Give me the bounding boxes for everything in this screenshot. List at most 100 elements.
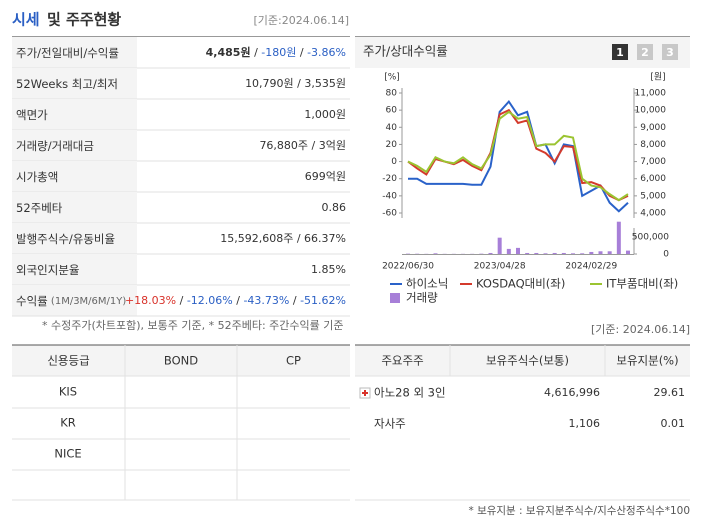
- value-part: /: [289, 294, 300, 307]
- value-part: 1.85%: [311, 263, 346, 276]
- value-part: +18.03%: [125, 294, 176, 307]
- y-tick-label: 500,000: [632, 233, 669, 243]
- series-line: [407, 110, 629, 202]
- expand-icon[interactable]: [359, 387, 371, 399]
- row-label-bg: [12, 254, 137, 285]
- row-label-bg: [12, 223, 137, 254]
- label-text: 52Weeks 최고/최저: [16, 77, 118, 91]
- value-part: /: [308, 139, 319, 152]
- volume-bar: [543, 253, 548, 254]
- legend-label: 하이소닉: [406, 277, 448, 291]
- row-label: 수익률 (1M/3M/6M/1Y): [16, 294, 126, 308]
- volume-bar: [616, 221, 621, 254]
- value-part: 0.86: [322, 201, 347, 214]
- row-value: 4,485원 / -180원 / -3.86%: [206, 45, 346, 59]
- volume-bar: [433, 253, 438, 254]
- value-part: -180원: [261, 46, 296, 59]
- base-date: [기준:2024.06.14]: [253, 14, 349, 27]
- value-part: 1,000원: [304, 108, 346, 121]
- row-label-bg: [12, 285, 137, 316]
- chart-tab[interactable]: 1: [612, 44, 628, 60]
- volume-bar: [561, 252, 566, 254]
- holder-shares: 4,616,996: [544, 386, 600, 399]
- y-tick-label: 8,000: [640, 140, 666, 150]
- title-rest: 및 주주현황: [47, 11, 121, 29]
- y-tick-label: 9,000: [640, 123, 666, 133]
- x-tick-label: 2024/02/29: [565, 262, 617, 272]
- label-text: 액면가: [16, 108, 48, 122]
- row-label-bg: [12, 192, 137, 223]
- row-label: 발행주식수/유동비율: [16, 232, 115, 246]
- title-main: 시세: [12, 11, 40, 29]
- credit-agency: KIS: [59, 385, 77, 399]
- panel-date: [기준: 2024.06.14]: [591, 323, 690, 336]
- volume-bar: [525, 252, 530, 254]
- value-part: 76,880주: [259, 139, 308, 152]
- y-tick-label: 6,000: [640, 174, 666, 184]
- label-note: (1M/3M/6M/1Y): [48, 296, 127, 307]
- row-label: 액면가: [16, 108, 48, 122]
- row-value: 15,592,608주 / 66.37%: [220, 232, 346, 245]
- row-value: 1,000원: [304, 108, 346, 121]
- value-part: 15,592,608주: [220, 232, 293, 245]
- table-header: 보유지분(%): [616, 354, 678, 368]
- volume-bar: [516, 247, 520, 254]
- row-label-bg: [12, 99, 137, 130]
- label-text: 외국인지분율: [16, 263, 79, 277]
- row-value: 76,880주 / 3억원: [259, 139, 346, 152]
- y-tick-label: 7,000: [640, 157, 666, 167]
- row-label: 주가/전일대비/수익률: [16, 46, 119, 60]
- row-value: 0.86: [322, 201, 347, 214]
- value-part: /: [296, 46, 307, 59]
- row-value: 10,790원 / 3,535원: [245, 77, 346, 90]
- table-header-bg: [12, 345, 350, 376]
- chart-tab[interactable]: 2: [637, 44, 653, 60]
- x-tick-label: 2022/06/30: [382, 262, 434, 272]
- tab-box: [612, 44, 628, 60]
- value-part: -12.06%: [187, 294, 233, 307]
- value-part: -43.73%: [243, 294, 289, 307]
- holder-ratio: 0.01: [661, 417, 686, 430]
- volume-bar: [534, 252, 539, 254]
- row-label-bg: [12, 68, 137, 99]
- value-part: 66.37%: [304, 232, 346, 245]
- holder-shares: 1,106: [569, 417, 601, 430]
- table-header: 신용등급: [47, 354, 89, 368]
- row-label-bg: [12, 37, 137, 68]
- label-text: 거래량/거래대금: [16, 139, 94, 153]
- y-tick-label: 60: [386, 106, 398, 116]
- value-part: 699억원: [305, 170, 346, 183]
- chart-tab[interactable]: 3: [662, 44, 678, 60]
- row-value: 1.85%: [311, 263, 346, 276]
- y-tick-label: 5,000: [640, 191, 666, 201]
- volume-bar: [506, 248, 511, 254]
- label-text: 시가총액: [16, 170, 58, 184]
- row-value: +18.03% / -12.06% / -43.73% / -51.62%: [125, 294, 346, 307]
- row-label: 외국인지분율: [16, 263, 79, 277]
- value-part: /: [293, 232, 304, 245]
- credit-agency: NICE: [54, 447, 81, 461]
- tab-label: 3: [666, 46, 674, 59]
- value-part: /: [233, 294, 244, 307]
- holder-name: 아노28 외 3인: [374, 386, 446, 400]
- y-tick-label: 0: [391, 157, 397, 167]
- volume-bar: [580, 253, 585, 254]
- icon-plus: [362, 390, 368, 396]
- table-header: BOND: [164, 354, 198, 368]
- legend-label: IT부품대비(좌): [606, 277, 678, 291]
- y-tick-label: 80: [386, 89, 398, 99]
- volume-bar: [571, 253, 575, 254]
- y-tick-label: 20: [386, 140, 398, 150]
- legend-swatch: [390, 293, 400, 303]
- volume-bar: [607, 251, 612, 254]
- row-label: 시가총액: [16, 170, 58, 184]
- volume-bar: [497, 237, 502, 254]
- legend-label: KOSDAQ대비(좌): [476, 277, 565, 291]
- series-line: [408, 99, 629, 213]
- value-part: /: [251, 46, 262, 59]
- table-header: CP: [286, 354, 301, 368]
- volume-bar: [626, 250, 630, 254]
- x-tick-label: 2023/04/28: [474, 262, 526, 272]
- holder-ratio: 29.61: [654, 386, 686, 399]
- value-part: 4,485원: [206, 45, 251, 59]
